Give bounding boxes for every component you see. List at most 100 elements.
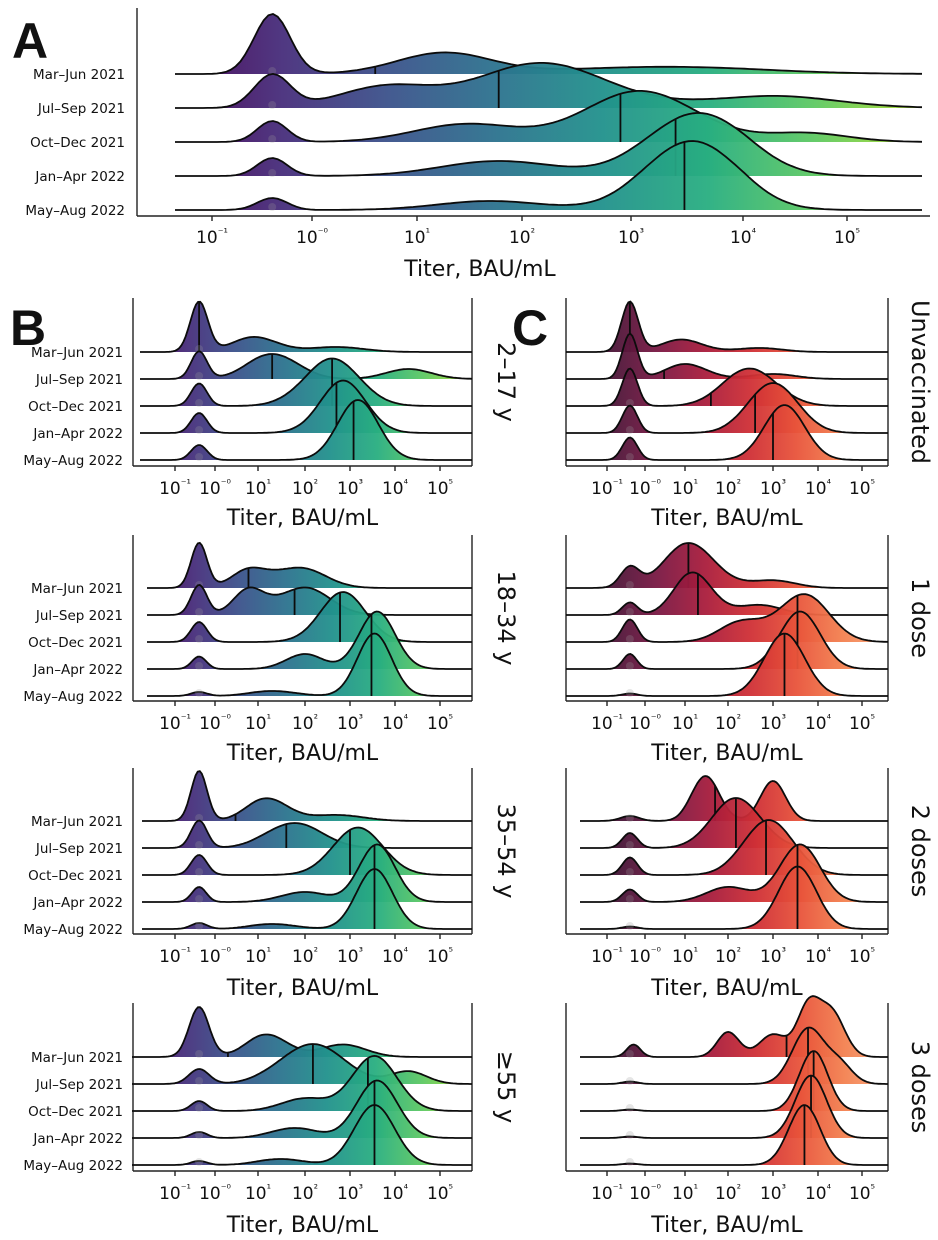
density-outline (142, 819, 472, 849)
row-label: Mar–Jun 2021 (33, 67, 125, 83)
strip-label: ≥55 y (492, 1051, 520, 1123)
density-fill (175, 14, 922, 74)
x-tick-label: 10⁵ (834, 226, 860, 248)
density-fill (580, 1105, 888, 1165)
ridge-2 (566, 332, 888, 380)
data-point-cluster (268, 203, 277, 211)
x-tick-label: 10⁴ (730, 226, 757, 248)
ridge-1 (142, 770, 472, 822)
x-tick-label: 10⁵ (849, 1182, 875, 1204)
data-point-cluster (195, 426, 204, 434)
x-tick-label: 10⁵ (427, 945, 453, 967)
x-tick-label: 10⁻⁰ (199, 477, 231, 499)
density-outline (140, 357, 472, 407)
x-axis-label: Titer, BAU/mL (650, 741, 803, 766)
ridge-1 (566, 542, 888, 589)
ridge-2 (132, 1043, 472, 1085)
data-point-cluster (195, 608, 204, 616)
x-tick-label: 10² (715, 945, 741, 967)
data-point-cluster (268, 101, 277, 109)
density-fill (566, 333, 888, 379)
ridge-1 (580, 995, 888, 1058)
density-fill (175, 62, 922, 108)
density-fill (147, 592, 472, 642)
x-tick-label: 10⁻¹ (196, 226, 228, 248)
x-tick-label: 10¹ (672, 477, 698, 499)
x-axis-label: Titer, BAU/mL (226, 741, 379, 766)
ridge-3 (566, 593, 889, 643)
x-tick-label: 10⁻¹ (159, 477, 191, 499)
x-tick-label: 10² (292, 712, 318, 734)
x-tick-label: 10⁻⁰ (199, 1182, 231, 1204)
row-label: Jul–Sep 2021 (35, 608, 123, 624)
density-fill (142, 820, 472, 848)
density-outline (566, 542, 888, 589)
ridge-1 (147, 541, 472, 589)
strip-label: 1 dose (906, 578, 934, 658)
row-label: Jan–Apr 2022 (32, 895, 123, 911)
ridge-5 (175, 140, 922, 211)
x-axis-label: Titer, BAU/mL (650, 1213, 803, 1238)
data-point-cluster (195, 399, 204, 407)
density-outline (580, 1050, 888, 1112)
data-point-cluster (625, 635, 634, 643)
ridgeline-panel-b3: Mar–Jun 2021 Jul–Sep 2021 Oct–Dec 2021 Jan–… (23, 768, 520, 1001)
data-point-cluster (195, 1104, 204, 1112)
data-point-cluster (268, 67, 277, 75)
row-label: Jan–Apr 2022 (32, 662, 123, 678)
density-outline (140, 399, 472, 461)
data-point-cluster (625, 841, 634, 849)
density-fill (140, 358, 472, 406)
ridgeline-panel-b2: Mar–Jun 2021 Jul–Sep 2021 Oct–Dec 2021 Jan–… (23, 535, 520, 766)
x-tick-label: 10⁻¹ (159, 945, 191, 967)
ridge-5 (566, 632, 888, 697)
ridge-1 (566, 300, 888, 353)
density-outline (147, 632, 472, 697)
density-outline (147, 541, 472, 589)
strip-label: 2–17 y (492, 342, 520, 422)
data-point-cluster (625, 868, 634, 876)
x-tick-label: 10⁴ (382, 1182, 409, 1204)
density-fill (566, 572, 888, 615)
density-outline (132, 1104, 472, 1166)
x-tick-label: 10² (715, 1182, 741, 1204)
density-outline (580, 843, 888, 903)
x-tick-label: 10⁻⁰ (629, 1182, 661, 1204)
row-label: Jan–Apr 2022 (34, 169, 125, 185)
x-tick-label: 10² (292, 1182, 318, 1204)
ridge-1 (140, 300, 472, 353)
row-label: May–Aug 2022 (23, 453, 123, 469)
x-tick-label: 10⁵ (427, 1182, 453, 1204)
data-point-cluster (625, 1077, 634, 1085)
x-tick-label: 10⁻¹ (591, 712, 623, 734)
x-tick-label: 10¹ (245, 945, 271, 967)
density-fill (147, 585, 472, 615)
density-outline (566, 610, 888, 670)
density-outline (147, 584, 472, 616)
x-tick-label: 10¹ (245, 1182, 271, 1204)
ridge-3 (580, 819, 888, 876)
ridgeline-panel-b1: Mar–Jun 2021 Jul–Sep 2021 Oct–Dec 2021 Jan–… (23, 298, 520, 531)
density-fill (175, 141, 922, 210)
density-fill (566, 405, 888, 460)
ridgeline-panel-c1: 10⁻¹ 10⁻⁰ 10¹ 10² 10³ 10⁴ 10⁵ Titer, BAU/mL Unva… (565, 298, 934, 531)
x-tick-label: 10¹ (245, 712, 271, 734)
ridge-2 (175, 62, 923, 109)
row-label: Mar–Jun 2021 (31, 814, 123, 830)
density-outline (580, 797, 888, 849)
ridgeline-panel-a: Mar–Jun 2021 Jul–Sep 2021 Oct–Dec 2021 Jan–… (25, 8, 930, 282)
ridgeline-panel-c2: 10⁻¹ 10⁻⁰ 10¹ 10² 10³ 10⁴ 10⁵ Titer, BAU/mL 1 do… (565, 535, 934, 766)
x-tick-label: 10⁴ (805, 477, 832, 499)
x-axis-label: Titer, BAU/mL (226, 976, 379, 1001)
data-point-cluster (625, 895, 634, 903)
x-tick-label: 10⁻¹ (591, 1182, 623, 1204)
x-tick-label: 10³ (618, 226, 644, 248)
data-point-cluster (625, 1104, 634, 1112)
x-axis-label: Titer, BAU/mL (226, 506, 379, 531)
density-outline (580, 1104, 888, 1166)
density-outline (580, 1026, 888, 1085)
data-point-cluster (625, 453, 634, 461)
row-label: Jul–Sep 2021 (35, 372, 123, 388)
ridge-2 (142, 819, 472, 849)
